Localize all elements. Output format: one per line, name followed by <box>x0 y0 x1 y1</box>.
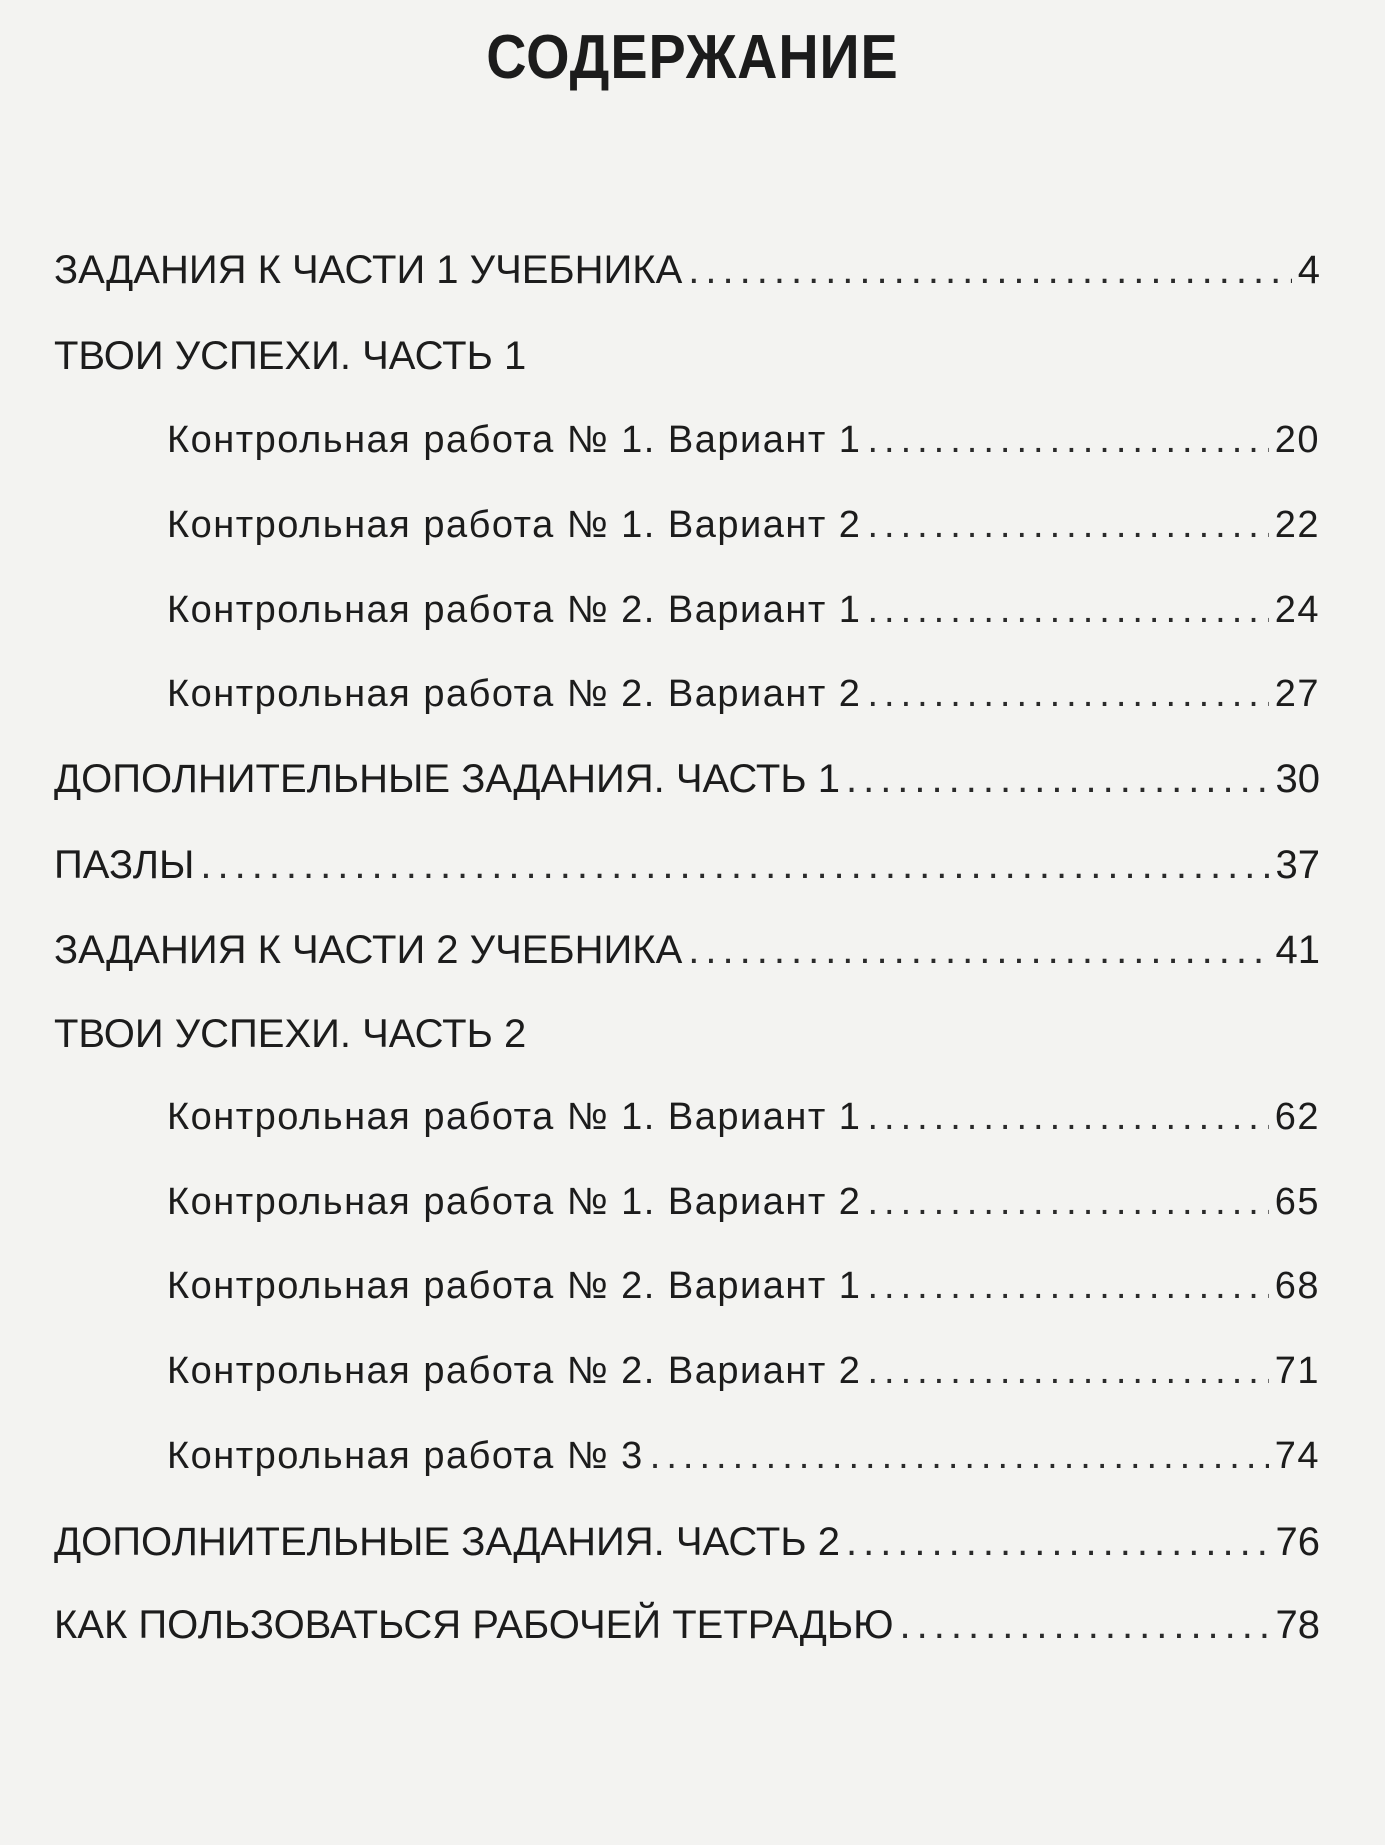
dot-leader <box>846 1520 1270 1565</box>
toc-entry-page: 71 <box>1274 1350 1320 1392</box>
toc-entry: Контрольная работа № 2. Вариант 2 71 <box>167 1350 1320 1400</box>
toc-entry-page: 30 <box>1275 757 1321 801</box>
toc-entry: ДОПОЛНИТЕЛЬНЫЕ ЗАДАНИЯ. ЧАСТЬ 1 30 <box>54 757 1320 807</box>
dot-leader <box>867 673 1268 716</box>
toc-entry-label: Контрольная работа № 2. Вариант 1 <box>167 1265 862 1307</box>
toc-entry-label: ТВОИ УСПЕХИ. ЧАСТЬ 1 <box>54 334 527 378</box>
toc-entry: ДОПОЛНИТЕЛЬНЫЕ ЗАДАНИЯ. ЧАСТЬ 2 76 <box>54 1520 1320 1570</box>
dot-leader <box>200 843 1269 888</box>
dot-leader <box>867 1181 1268 1224</box>
toc-entry-label: Контрольная работа № 1. Вариант 2 <box>167 504 862 546</box>
toc-entry: ЗАДАНИЯ К ЧАСТИ 2 УЧЕБНИКА 41 <box>54 928 1320 978</box>
toc-entry-label: ТВОИ УСПЕХИ. ЧАСТЬ 2 <box>54 1012 527 1056</box>
toc-entry: Контрольная работа № 2. Вариант 1 68 <box>167 1265 1320 1315</box>
dot-leader <box>867 1096 1268 1139</box>
toc-entry-label: Контрольная работа № 2. Вариант 1 <box>167 589 862 631</box>
toc-entry-label: КАК ПОЛЬЗОВАТЬСЯ РАБОЧЕЙ ТЕТРАДЬЮ <box>54 1603 894 1647</box>
toc-entry-label: ПАЗЛЫ <box>54 843 195 887</box>
toc-entry-label: ЗАДАНИЯ К ЧАСТИ 1 УЧЕБНИКА <box>54 248 683 292</box>
toc-entry-page: 68 <box>1274 1265 1320 1307</box>
toc-entry: Контрольная работа № 1. Вариант 2 22 <box>167 504 1320 554</box>
toc-entry-page: 41 <box>1275 928 1321 972</box>
toc-entry-page: 62 <box>1274 1096 1320 1138</box>
toc-entry-label: Контрольная работа № 1. Вариант 1 <box>167 1096 862 1138</box>
toc-entry: ЗАДАНИЯ К ЧАСТИ 1 УЧЕБНИКА 4 <box>54 248 1320 298</box>
toc-entry: КАК ПОЛЬЗОВАТЬСЯ РАБОЧЕЙ ТЕТРАДЬЮ 78 <box>54 1603 1320 1653</box>
toc-entry-label: Контрольная работа № 1. Вариант 2 <box>167 1181 862 1223</box>
toc-entry-label: ДОПОЛНИТЕЛЬНЫЕ ЗАДАНИЯ. ЧАСТЬ 1 <box>54 757 840 801</box>
toc-entry-label: ЗАДАНИЯ К ЧАСТИ 2 УЧЕБНИКА <box>54 928 683 972</box>
toc-entry: Контрольная работа № 2. Вариант 1 24 <box>167 589 1320 639</box>
toc-entry: Контрольная работа № 1. Вариант 2 65 <box>167 1181 1320 1231</box>
toc-entry-page: 74 <box>1274 1435 1320 1477</box>
toc-entry-label: Контрольная работа № 2. Вариант 2 <box>167 1350 862 1392</box>
dot-leader <box>688 928 1269 973</box>
toc-entry-page: 76 <box>1275 1520 1321 1564</box>
toc-entry: Контрольная работа № 1. Вариант 1 62 <box>167 1096 1320 1146</box>
toc-entry-label: Контрольная работа № 2. Вариант 2 <box>167 673 862 715</box>
dot-leader <box>867 419 1268 462</box>
toc-entry-label: Контрольная работа № 1. Вариант 1 <box>167 419 862 461</box>
toc-entry-page: 4 <box>1297 248 1320 292</box>
dot-leader <box>867 1350 1268 1393</box>
toc-entry-page: 22 <box>1274 504 1320 546</box>
toc-entry: ТВОИ УСПЕХИ. ЧАСТЬ 1 <box>54 334 1320 384</box>
dot-leader <box>688 248 1291 293</box>
dot-leader <box>867 1265 1268 1308</box>
toc-entry-page: 65 <box>1274 1181 1320 1223</box>
toc-entry: Контрольная работа № 1. Вариант 1 20 <box>167 419 1320 469</box>
dot-leader <box>867 589 1268 632</box>
toc-entry-page: 78 <box>1275 1603 1321 1647</box>
toc-entry-page: 27 <box>1274 673 1320 715</box>
dot-leader <box>846 757 1270 802</box>
toc-entry: Контрольная работа № 3 74 <box>167 1435 1320 1485</box>
toc-entry: ПАЗЛЫ 37 <box>54 843 1320 893</box>
toc-entry-page: 20 <box>1274 419 1320 461</box>
toc-entry: Контрольная работа № 2. Вариант 2 27 <box>167 673 1320 723</box>
toc-entry-label: Контрольная работа № 3 <box>167 1435 644 1477</box>
dot-leader <box>900 1603 1270 1648</box>
toc-entry: ТВОИ УСПЕХИ. ЧАСТЬ 2 <box>54 1012 1320 1062</box>
toc-entry-label: ДОПОЛНИТЕЛЬНЫЕ ЗАДАНИЯ. ЧАСТЬ 2 <box>54 1520 840 1564</box>
page-title: СОДЕРЖАНИЕ <box>486 23 899 92</box>
toc-entry-page: 37 <box>1275 843 1321 887</box>
dot-leader <box>650 1435 1269 1478</box>
toc-entry-page: 24 <box>1274 589 1320 631</box>
dot-leader <box>867 504 1268 547</box>
